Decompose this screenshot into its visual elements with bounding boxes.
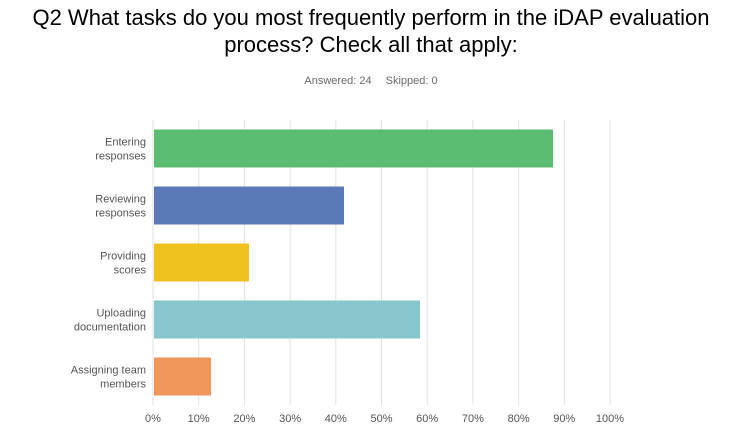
- category-label: Providing scores: [100, 251, 146, 277]
- x-axis-ticks: 0% 10% 20% 30% 40% 50% 60% 70% 80% 90% 100%: [145, 413, 624, 425]
- x-tick-label: 0%: [145, 413, 161, 425]
- chart-title-line-1: Q2 What tasks do you most frequently per…: [32, 5, 710, 30]
- response-stats: Answered: 24 Skipped: 0: [0, 75, 742, 87]
- bar: [154, 129, 553, 168]
- category-label: Uploading documentation: [74, 308, 146, 334]
- chart-title: Q2 What tasks do you most frequently per…: [0, 4, 742, 58]
- category-label: Assigning team members: [71, 365, 147, 391]
- bar: [154, 300, 420, 339]
- category-label: Reviewing responses: [95, 194, 146, 220]
- x-tick-label: 10%: [188, 413, 210, 425]
- answered-count: Answered: 24: [304, 75, 372, 87]
- bar: [154, 243, 249, 282]
- x-tick-label: 60%: [416, 413, 438, 425]
- x-tick-label: 40%: [325, 413, 347, 425]
- x-tick-label: 20%: [233, 413, 255, 425]
- x-tick-label: 90%: [553, 413, 575, 425]
- bars: [154, 129, 553, 396]
- x-tick-label: 30%: [279, 413, 301, 425]
- bar: [154, 357, 211, 396]
- chart-title-line-2: process? Check all that apply:: [224, 32, 518, 57]
- x-tick-label: 50%: [370, 413, 392, 425]
- x-tick-label: 100%: [596, 413, 624, 425]
- x-tick-label: 70%: [462, 413, 484, 425]
- skipped-count: Skipped: 0: [385, 75, 438, 87]
- category-label: Entering responses: [95, 137, 146, 163]
- x-tick-label: 80%: [508, 413, 530, 425]
- bar: [154, 186, 345, 225]
- category-labels: Entering responses Reviewing responses Provi…: [71, 137, 147, 391]
